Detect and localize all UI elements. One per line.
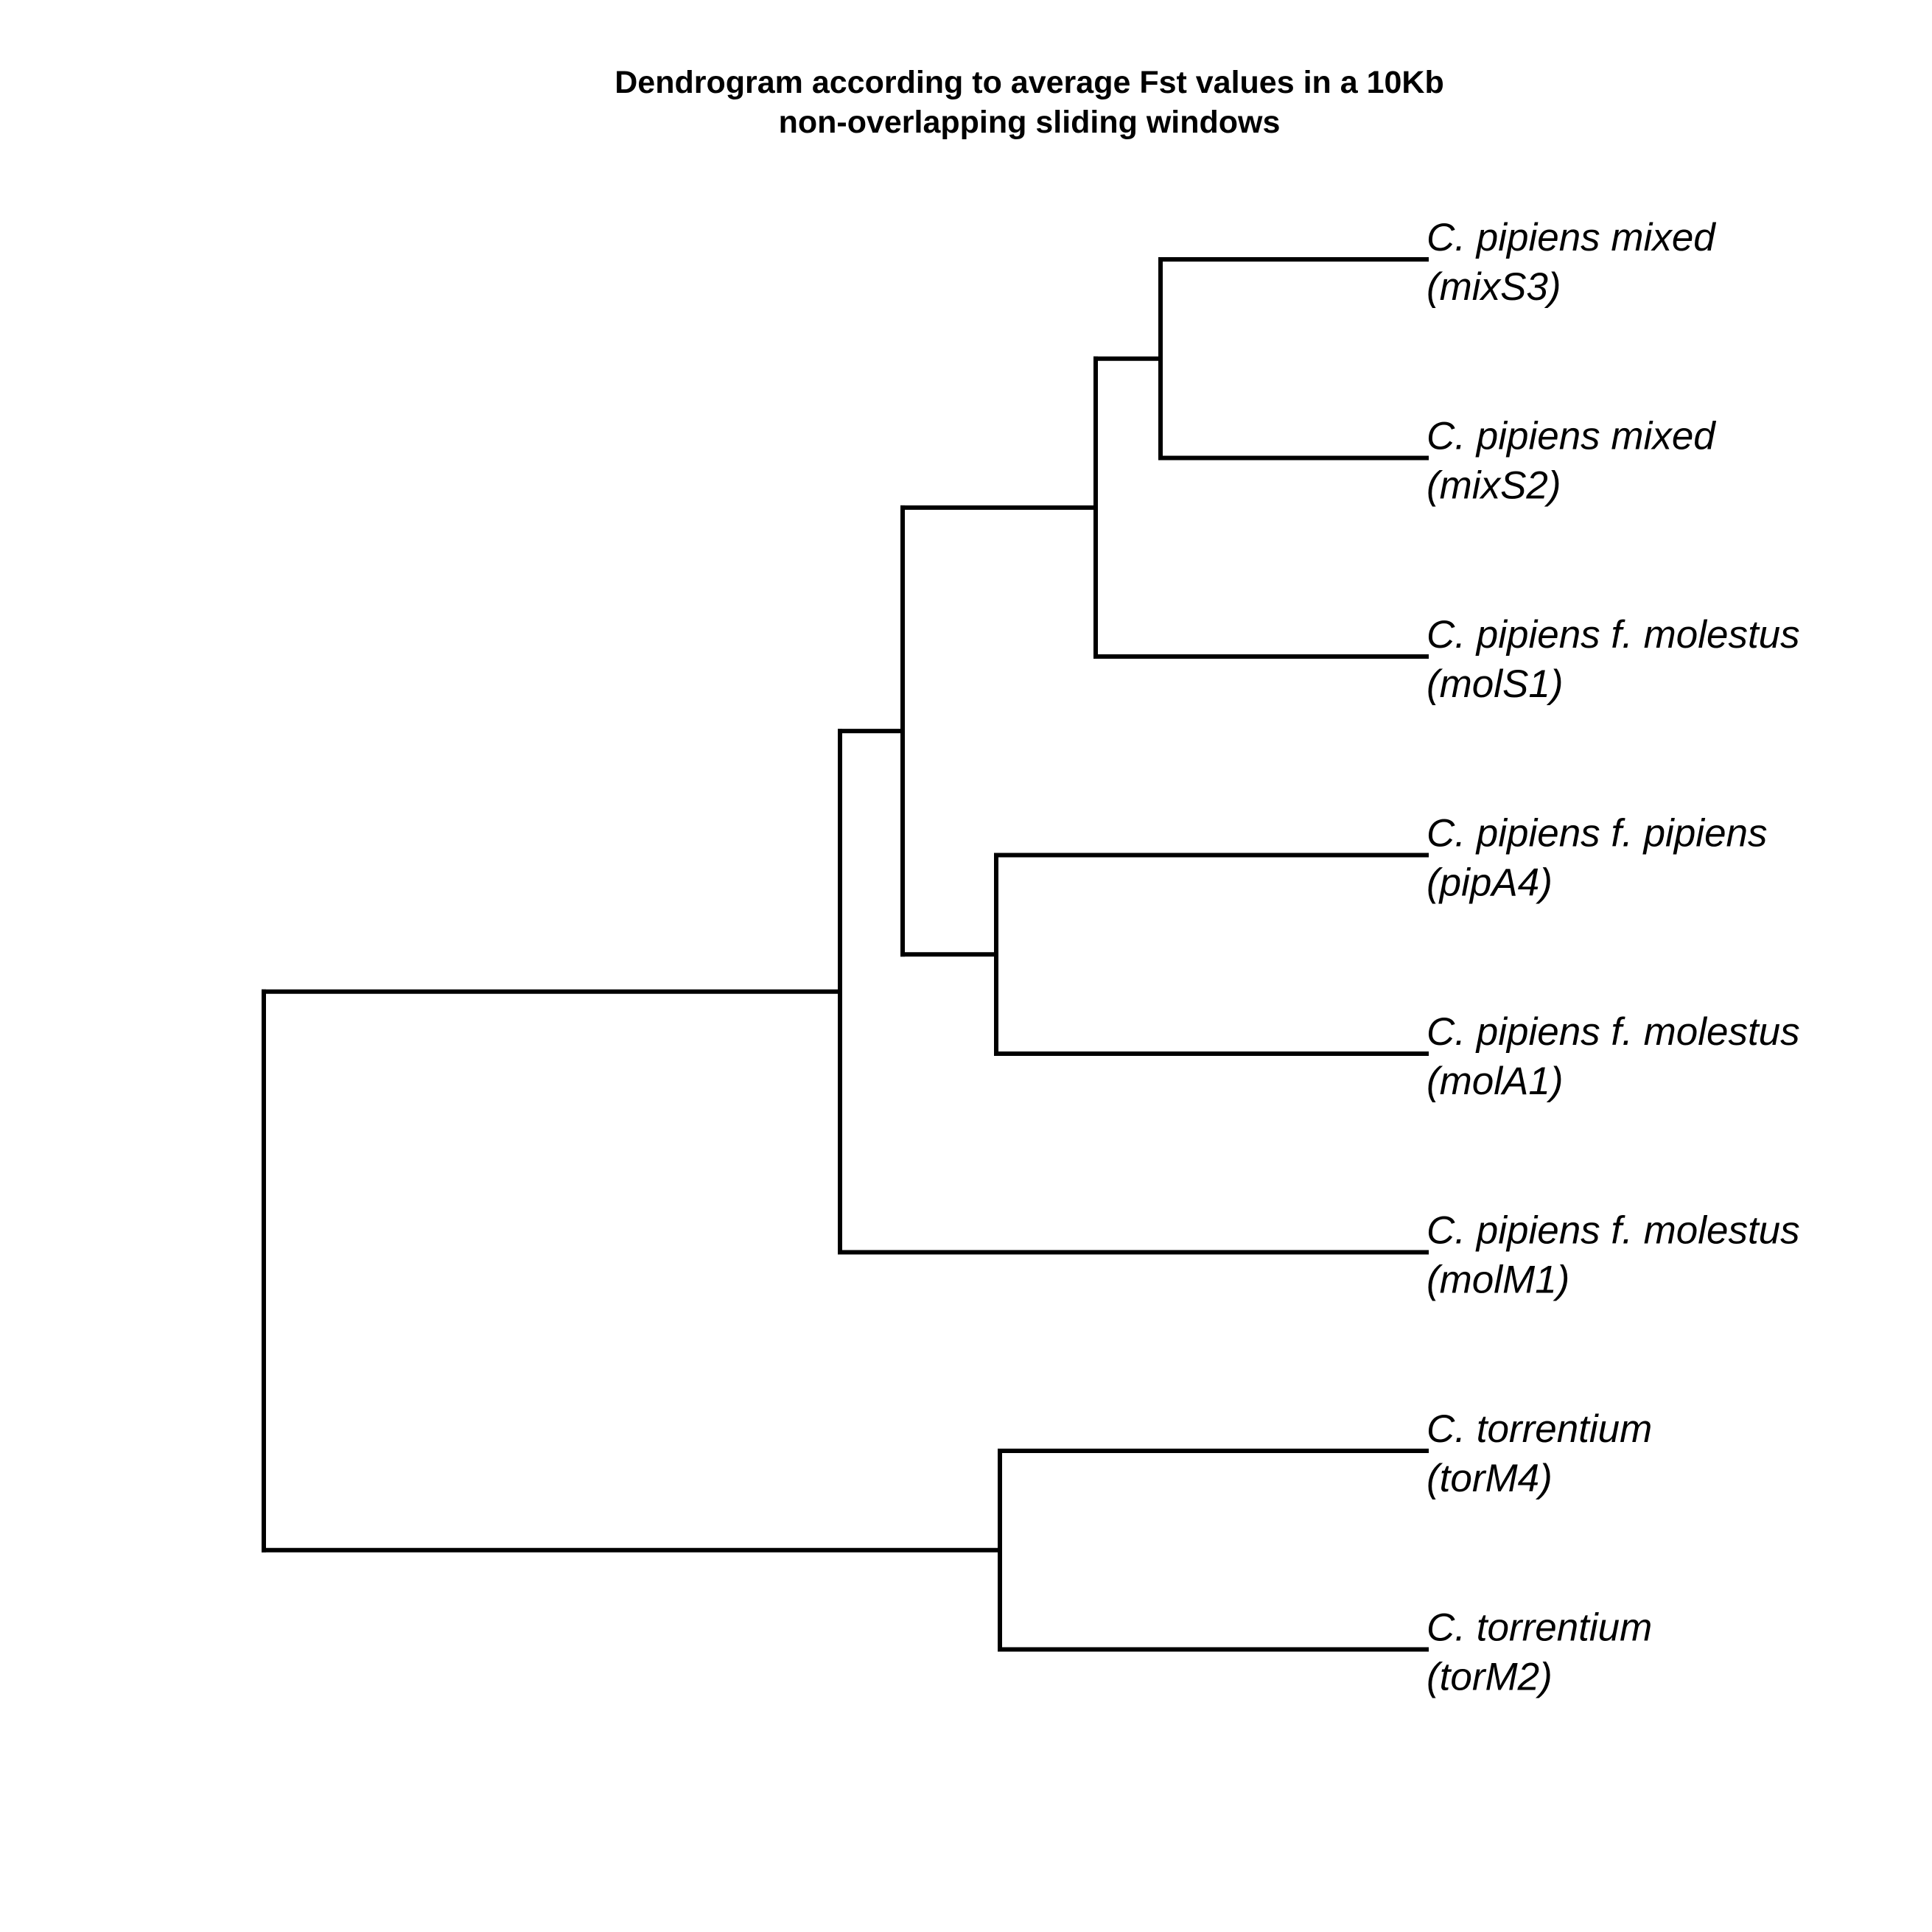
title-line-2: non-overlapping sliding windows: [779, 105, 1281, 140]
leaf-label-code: (torM4): [1427, 1457, 1553, 1500]
leaf-label-name: C. pipiens f. molestus: [1427, 1209, 1800, 1253]
leaf-label-name: C. pipiens f. pipiens: [1427, 812, 1768, 855]
title-line-1: Dendrogram according to average Fst valu…: [615, 65, 1444, 100]
leaf-label-name: C. pipiens mixed: [1427, 415, 1716, 458]
leaf-label-code: (pipA4): [1427, 861, 1553, 905]
leaf-label-name: C. pipiens mixed: [1427, 216, 1716, 259]
leaf-label-name: C. torrentium: [1427, 1407, 1652, 1451]
leaf-label-code: (molA1): [1427, 1060, 1564, 1103]
leaf-label-code: (molS1): [1427, 662, 1564, 706]
leaf-label-name: C. torrentium: [1427, 1606, 1652, 1650]
leaf-label-name: C. pipiens f. molestus: [1427, 1010, 1800, 1054]
leaf-label-code: (molM1): [1427, 1259, 1569, 1302]
leaf-labels: C. pipiens mixed (mixS3) C. pipiens mixed (…: [1427, 216, 1800, 1699]
leaf-label-code: (mixS3): [1427, 265, 1561, 309]
leaf-label-name: C. pipiens f. molestus: [1427, 613, 1800, 657]
leaf-label-code: (mixS2): [1427, 464, 1561, 508]
branches: [262, 257, 1429, 1652]
leaf-label-code: (torM2): [1427, 1656, 1553, 1699]
